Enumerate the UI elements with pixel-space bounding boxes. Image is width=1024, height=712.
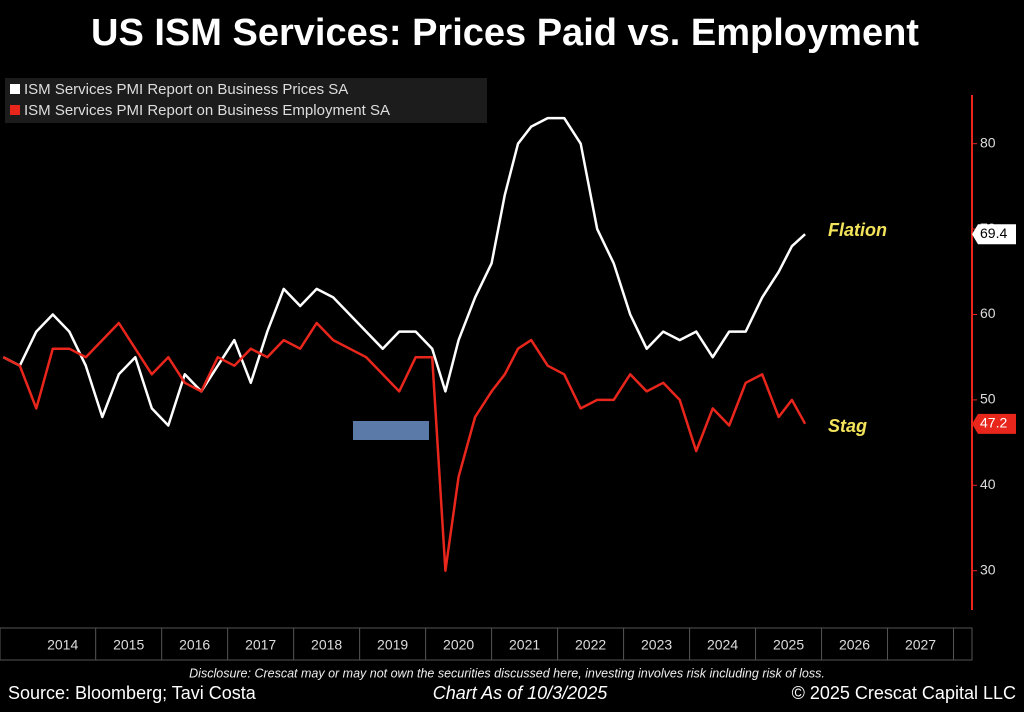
series-line <box>2 321 807 572</box>
y-tick-label: 60 <box>980 305 996 321</box>
x-tick-label: 2025 <box>773 637 804 653</box>
annotation: Stag <box>828 416 867 436</box>
last-value-label: 69.4 <box>980 225 1007 241</box>
last-value-tag <box>972 413 1016 434</box>
legend-box <box>5 78 487 123</box>
y-tick-label: 30 <box>980 561 996 577</box>
x-tick-label: 2014 <box>47 637 78 653</box>
chart-title: US ISM Services: Prices Paid vs. Employm… <box>91 12 919 54</box>
y-tick-label: 50 <box>980 391 996 407</box>
copyright: © 2025 Crescat Capital LLC <box>792 683 1016 703</box>
series-line <box>2 116 806 427</box>
legend-entry: ISM Services PMI Report on Business Pric… <box>24 81 348 98</box>
x-tick-label: 2017 <box>245 637 276 653</box>
x-axis-band <box>0 627 973 661</box>
annotation: Flation <box>828 220 887 240</box>
x-tick-label: 2023 <box>641 637 672 653</box>
x-tick-label: 2024 <box>707 637 738 653</box>
last-value-tag <box>972 224 1016 245</box>
x-tick-label: 2019 <box>377 637 408 653</box>
x-tick-label: 2022 <box>575 637 606 653</box>
x-tick-label: 2027 <box>905 637 936 653</box>
last-value-label: 47.2 <box>980 415 1007 431</box>
date-note: Chart As of 10/3/2025 <box>433 683 608 703</box>
y-tick-label: 40 <box>980 476 996 492</box>
source: Source: Bloomberg; Tavi Costa <box>8 683 257 703</box>
x-tick-label: 2026 <box>839 637 870 653</box>
disclosure: Disclosure: Crescat may or may not own t… <box>189 666 825 680</box>
y-tick-label: 80 <box>980 134 996 150</box>
x-tick-label: 2015 <box>113 637 144 653</box>
legend-swatch <box>10 105 20 115</box>
legend-entry: ISM Services PMI Report on Business Empl… <box>24 102 390 119</box>
x-tick-label: 2016 <box>179 637 210 653</box>
x-tick-label: 2018 <box>311 637 342 653</box>
x-tick-label: 2021 <box>509 637 540 653</box>
legend-swatch <box>10 84 20 94</box>
marker-box <box>353 421 429 440</box>
x-tick-label: 2020 <box>443 637 474 653</box>
